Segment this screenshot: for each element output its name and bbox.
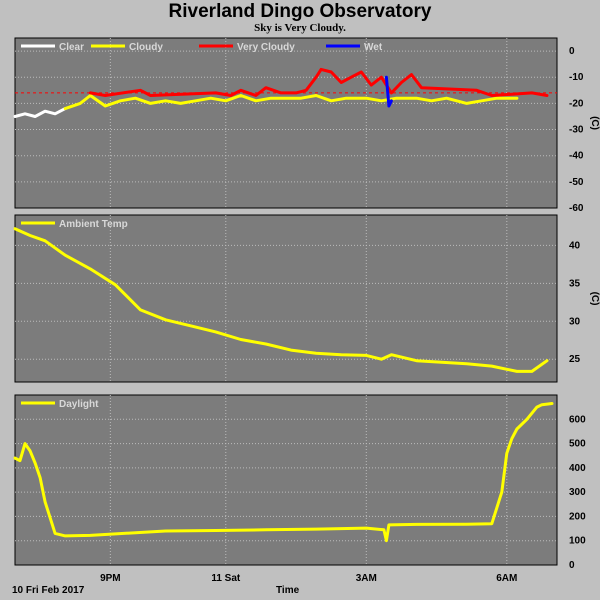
y-axis-label: (C) — [589, 292, 600, 306]
legend-label: Daylight — [59, 399, 99, 410]
x-tick-label: 3AM — [356, 573, 377, 584]
y-tick-label: 600 — [569, 414, 586, 425]
series-very-cloudy-line — [88, 67, 549, 97]
y-tick-label: 100 — [569, 536, 586, 547]
y-tick-label: -30 — [569, 125, 584, 136]
y-tick-label: 400 — [569, 463, 586, 474]
x-tick-label: 11 Sat — [211, 573, 241, 584]
y-tick-label: 200 — [569, 511, 586, 522]
y-tick-label: -10 — [569, 72, 584, 83]
series-cloudy-line — [63, 94, 519, 111]
legend-label: Very Cloudy — [237, 42, 295, 53]
y-tick-label: 40 — [569, 240, 581, 251]
panel-sky — [14, 37, 558, 209]
y-tick-label: 300 — [569, 487, 586, 498]
y-tick-label: 30 — [569, 316, 581, 327]
y-tick-label: 500 — [569, 439, 586, 450]
panel-ambient — [14, 214, 558, 383]
series-clear-line — [13, 107, 67, 118]
y-tick-label: 35 — [569, 278, 581, 289]
x-tick-label: 9PM — [100, 573, 121, 584]
y-tick-label: 0 — [569, 46, 575, 57]
series-ambient-temp-line — [13, 227, 549, 373]
y-tick-label: -50 — [569, 177, 584, 188]
legend-label: Wet — [364, 42, 383, 53]
panel-daylight — [14, 394, 558, 566]
legend-label: Cloudy — [129, 42, 163, 53]
series-wet-line — [384, 75, 393, 108]
y-tick-label: 25 — [569, 354, 581, 365]
page-title: Riverland Dingo Observatory — [168, 1, 432, 22]
legend-label: Clear — [59, 42, 84, 53]
sky-status-subtitle: Sky is Very Cloudy. — [254, 22, 346, 34]
y-axis-label: (C) — [589, 116, 600, 130]
x-tick-label: 6AM — [496, 573, 517, 584]
date-label: 10 Fri Feb 2017 — [12, 585, 85, 596]
series-daylight-line — [13, 402, 554, 543]
y-tick-label: -40 — [569, 151, 584, 162]
y-tick-label: 0 — [569, 560, 575, 571]
y-tick-label: -20 — [569, 98, 584, 109]
y-tick-label: -60 — [569, 203, 584, 214]
legend-label: Ambient Temp — [59, 219, 128, 230]
x-axis-label: Time — [276, 585, 300, 596]
